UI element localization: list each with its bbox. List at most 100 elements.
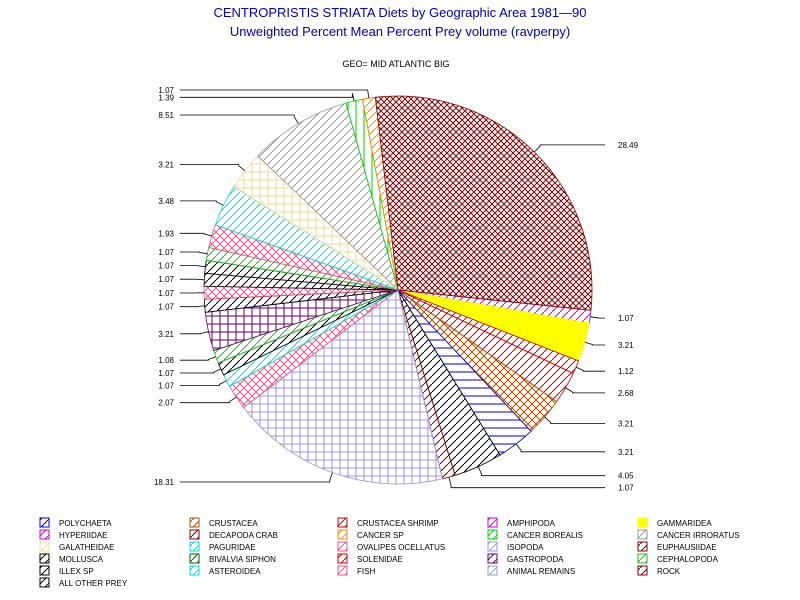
- chart-title: CENTROPRISTIS STRIATA Diets by Geographi…: [213, 5, 586, 20]
- pie-slices: [203, 95, 593, 485]
- legend-swatch: [189, 553, 200, 564]
- leader-line: [448, 477, 605, 489]
- slice-value-label: 1.07: [158, 369, 174, 378]
- legend-swatch: [39, 529, 50, 540]
- legend-label: ASTEROIDEA: [209, 567, 261, 576]
- legend-swatch: [189, 541, 200, 552]
- legend-swatch: [189, 517, 200, 528]
- leader-line: [544, 416, 605, 425]
- legend-label: OVALIPES OCELLATUS: [357, 543, 445, 552]
- legend-label: EUPHAUSIIDAE: [657, 543, 717, 552]
- leader-line: [180, 93, 355, 102]
- legend-swatch: [487, 541, 498, 552]
- leader-line: [590, 316, 605, 319]
- slice-value-label: 1.07: [618, 484, 634, 493]
- slice-value-label: 28.49: [618, 141, 639, 150]
- pie-slice: [257, 102, 399, 292]
- legend-label: GAMMARIDEA: [657, 519, 712, 528]
- legend-swatch: [487, 565, 498, 576]
- leader-line: [584, 341, 605, 346]
- legend-swatch: [337, 517, 348, 528]
- legend-label: GALATHEIDAE: [59, 543, 114, 552]
- legend-swatch: [337, 565, 348, 576]
- slice-value-label: 4.05: [618, 472, 634, 481]
- leader-line: [180, 265, 206, 268]
- slice-value-label: 3.21: [158, 161, 174, 170]
- slice-value-label: 1.07: [158, 275, 174, 284]
- legend-swatch: [487, 517, 498, 528]
- leader-line: [180, 114, 299, 124]
- slice-labels: 28.49 1.07 3.21 1.12 2.68 3.21 3.21 4.05 1.07 1.0…: [154, 86, 639, 493]
- slice-value-label: 18.31: [154, 478, 175, 487]
- legend-swatch: [39, 517, 50, 528]
- slice-value-label: 1.07: [158, 381, 174, 390]
- leader-line: [180, 89, 370, 99]
- legend-label: ROCK: [657, 567, 681, 576]
- slice-value-label: 8.51: [158, 111, 174, 120]
- legend-label: PAGURIDAE: [209, 543, 256, 552]
- slice-value-label: 1.08: [158, 356, 174, 365]
- leader-line: [180, 251, 208, 255]
- leader-line: [180, 305, 205, 308]
- legend-label: GASTROPODA: [507, 555, 564, 564]
- slice-value-label: 3.21: [618, 341, 634, 350]
- leader-line: [515, 443, 605, 453]
- slice-value-label: 2.07: [158, 399, 174, 408]
- leader-line: [180, 380, 227, 386]
- legend-label: ANIMAL REMAINS: [507, 567, 575, 576]
- legend-swatch: [337, 529, 348, 540]
- legend-label: POLYCHAETA: [59, 519, 112, 528]
- leader-line: [534, 144, 605, 153]
- legend-swatch: [39, 565, 50, 576]
- legend-swatch: [39, 541, 50, 552]
- legend-label: FISH: [357, 567, 375, 576]
- slice-value-label: 3.21: [618, 420, 634, 429]
- legend-swatch: [637, 529, 648, 540]
- pie-slice: [374, 95, 593, 311]
- legend-swatch: [487, 553, 498, 564]
- legend-swatch: [637, 517, 648, 528]
- legend-swatch: [487, 529, 498, 540]
- slice-value-label: 1.39: [158, 93, 174, 102]
- leader-line: [180, 232, 212, 237]
- leader-line: [575, 366, 605, 372]
- slice-value-label: 1.12: [618, 367, 634, 376]
- legend-swatch: [637, 565, 648, 576]
- leader-line: [180, 278, 205, 281]
- slice-value-label: 1.07: [158, 86, 174, 95]
- legend-swatch: [189, 565, 200, 576]
- leader-line: [180, 200, 224, 206]
- slice-value-label: 3.21: [618, 448, 634, 457]
- chart-subtitle: Unweighted Percent Mean Percent Prey vol…: [230, 24, 570, 39]
- leader-line: [180, 396, 237, 404]
- legend-swatch: [39, 577, 50, 588]
- legend-swatch: [337, 553, 348, 564]
- legend-swatch: [337, 541, 348, 552]
- legend-swatch: [637, 541, 648, 552]
- legend-label: CRUSTACEA: [209, 519, 258, 528]
- slice-value-label: 1.93: [158, 229, 174, 238]
- legend-label: CANCER BOREALIS: [507, 531, 583, 540]
- legend-swatch: [637, 553, 648, 564]
- legend-label: ISOPODA: [507, 543, 544, 552]
- legend-label: SOLENIDAE: [357, 555, 403, 564]
- leader-line: [180, 164, 246, 172]
- legend: POLYCHAETA CRUSTACEA CRUSTACEA SHRIMP AMPHI…: [39, 517, 740, 588]
- geo-label: GEO= MID ATLANTIC BIG: [342, 59, 449, 69]
- legend-label: CEPHALOPODA: [657, 555, 719, 564]
- slice-value-label: 3.21: [158, 330, 174, 339]
- legend-label: BIVALVIA SIPHON: [209, 555, 276, 564]
- slice-value-label: 3.48: [158, 197, 174, 206]
- legend-label: CANCER SP: [357, 531, 404, 540]
- slice-value-label: 1.07: [158, 248, 174, 257]
- slice-value-label: 1.07: [158, 289, 174, 298]
- leader-line: [180, 472, 333, 483]
- legend-swatch: [189, 529, 200, 540]
- leader-line: [180, 331, 209, 335]
- leader-line: [180, 368, 221, 374]
- slice-value-label: 1.07: [158, 262, 174, 271]
- legend-label: AMPHIPODA: [507, 519, 556, 528]
- leader-line: [477, 466, 605, 477]
- leader-line: [565, 387, 605, 394]
